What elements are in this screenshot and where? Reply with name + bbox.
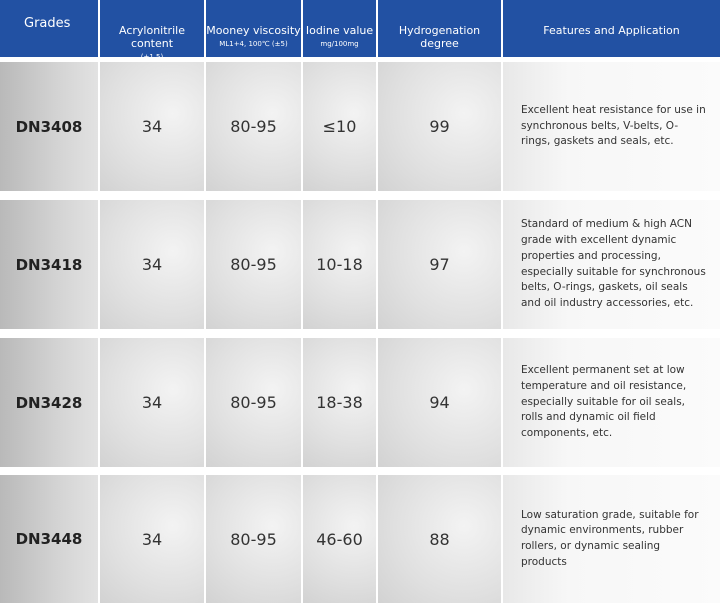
header-title: Mooney viscosity xyxy=(206,24,301,37)
header-title: Acrylonitrile content xyxy=(119,24,185,50)
cell-text: DN3418 xyxy=(15,255,83,274)
header-cell: Iodine value mg/100mg xyxy=(303,0,376,57)
header-title: Features and Application xyxy=(543,24,680,37)
value-cell: 80-95 xyxy=(206,200,301,329)
header-title: Hydrogenation degree xyxy=(398,24,481,50)
cell-text: 80-95 xyxy=(230,255,277,274)
value-cell: 99 xyxy=(378,62,501,191)
value-cell: 34 xyxy=(100,475,204,603)
value-cell: 80-95 xyxy=(206,62,301,191)
cell-text: 97 xyxy=(429,255,450,274)
cell-text: ≤10 xyxy=(322,117,357,136)
cell-text: 80-95 xyxy=(230,393,277,412)
cell-text: 34 xyxy=(141,117,163,136)
header-sub: mg/100mg xyxy=(320,40,359,48)
grade-cell: DN3418 xyxy=(0,200,98,329)
header-sub: ML1+4, 100℃ (±5) xyxy=(219,40,288,48)
grade-cell: DN3428 xyxy=(0,338,98,467)
cell-text: Excellent heat resistance for use in syn… xyxy=(521,103,706,148)
cell-text: DN3428 xyxy=(15,393,83,412)
grade-cell: DN3408 xyxy=(0,62,98,191)
value-cell: 34 xyxy=(100,62,204,191)
cell-text: DN3448 xyxy=(15,530,83,548)
feature-cell: Excellent permanent set at low temperatu… xyxy=(503,338,720,467)
cell-text: DN3408 xyxy=(15,117,83,136)
value-cell: 94 xyxy=(378,338,501,467)
cell-text: 34 xyxy=(141,255,163,274)
value-cell: 88 xyxy=(378,475,501,603)
value-cell: 10-18 xyxy=(303,200,376,329)
value-cell: 18-38 xyxy=(303,338,376,467)
cell-text: 34 xyxy=(141,393,163,412)
header-cell: Hydrogenation degree xyxy=(378,0,501,57)
header-cell: Acrylonitrile content (±1.5) xyxy=(100,0,204,61)
cell-text: 34 xyxy=(141,529,163,549)
header-title: Grades xyxy=(24,16,71,31)
grade-cell: DN3448 xyxy=(0,475,98,603)
cell-text: 18-38 xyxy=(316,393,363,412)
cell-text: 10-18 xyxy=(316,255,363,274)
value-cell: ≤10 xyxy=(303,62,376,191)
value-cell: 80-95 xyxy=(206,475,301,603)
value-cell: 34 xyxy=(100,338,204,467)
header-cell: Mooney viscosity ML1+4, 100℃ (±5) xyxy=(206,0,301,57)
cell-text: 46-60 xyxy=(316,529,363,549)
value-cell: 97 xyxy=(378,200,501,329)
feature-cell: Excellent heat resistance for use in syn… xyxy=(503,62,720,191)
cell-text: 99 xyxy=(429,117,450,136)
feature-cell: Standard of medium & high ACN grade with… xyxy=(503,200,720,329)
feature-cell: Low saturation grade, suitable for dynam… xyxy=(503,475,720,603)
cell-text: 80-95 xyxy=(230,529,277,549)
header-cell: Features and Application xyxy=(503,0,720,57)
cell-text: 94 xyxy=(429,393,450,412)
cell-text: 80-95 xyxy=(230,117,277,136)
cell-text: Excellent permanent set at low temperatu… xyxy=(521,364,687,440)
cell-text: Low saturation grade, suitable for dynam… xyxy=(521,508,699,568)
header-sub: (±1.5) xyxy=(140,53,164,61)
header-cell: Grades xyxy=(0,0,98,57)
header-title: Iodine value xyxy=(305,24,374,37)
value-cell: 34 xyxy=(100,200,204,329)
value-cell: 80-95 xyxy=(206,338,301,467)
cell-text: Standard of medium & high ACN grade with… xyxy=(521,218,706,309)
cell-text: 88 xyxy=(429,529,450,549)
value-cell: 46-60 xyxy=(303,475,376,603)
